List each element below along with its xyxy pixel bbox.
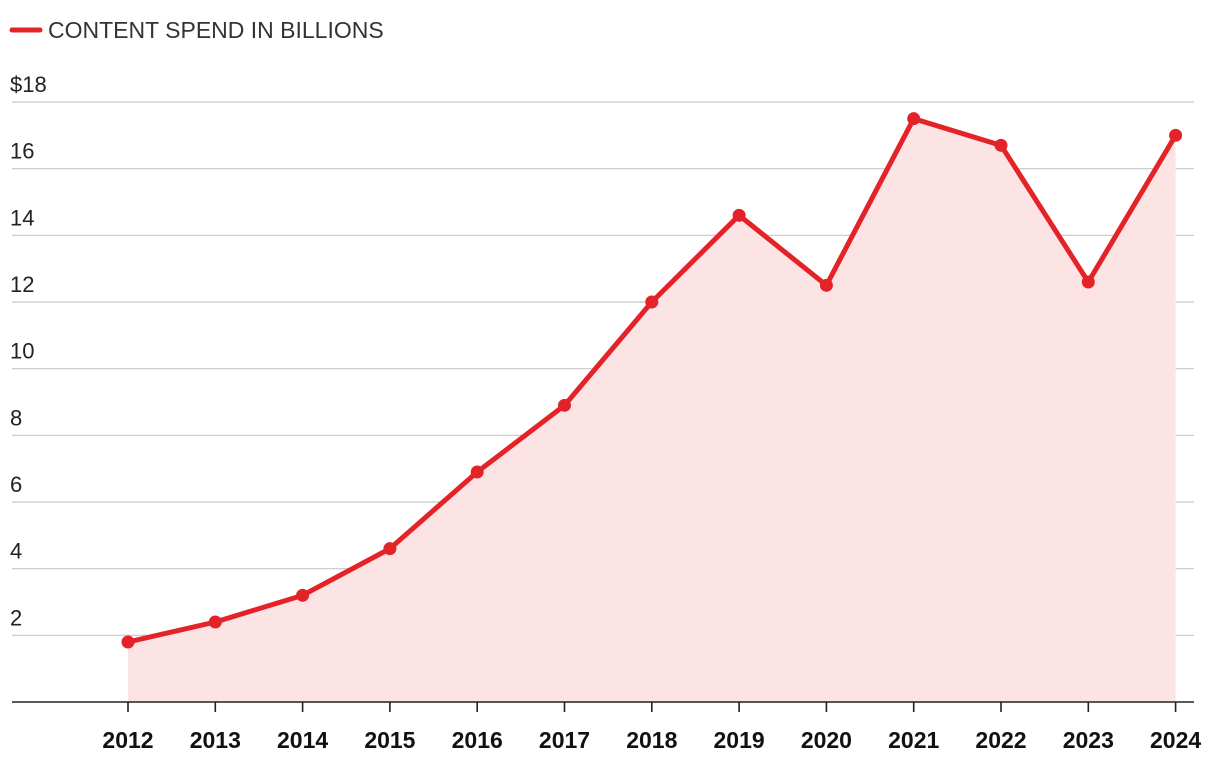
y-tick-label-6: 6 [10, 472, 22, 497]
legend: CONTENT SPEND IN BILLIONS [9, 17, 384, 43]
x-tick-label-2012: 2012 [102, 727, 153, 753]
y-tick-label-2: 2 [10, 605, 22, 630]
data-points [121, 112, 1183, 649]
y-tick-label-18: $18 [10, 72, 47, 97]
data-point-2015 [383, 542, 397, 556]
x-tick-label-2023: 2023 [1063, 727, 1114, 753]
data-point-2013 [208, 615, 222, 629]
data-point-2012 [121, 635, 135, 649]
data-point-2023 [1081, 275, 1095, 289]
data-point-2014 [296, 588, 310, 602]
data-point-2022 [994, 138, 1008, 152]
x-tick-label-2016: 2016 [452, 727, 503, 753]
data-point-2019 [732, 208, 746, 222]
x-tick-label-2015: 2015 [364, 727, 415, 753]
y-axis-tick-labels: 2 4 6 8 10 12 14 16 $18 [10, 72, 47, 630]
x-tick-label-2017: 2017 [539, 727, 590, 753]
x-tick-label-2020: 2020 [801, 727, 852, 753]
data-point-2021 [907, 112, 921, 126]
x-tick-label-2024: 2024 [1150, 727, 1201, 753]
y-tick-label-16: 16 [10, 139, 34, 164]
y-tick-label-12: 12 [10, 272, 34, 297]
series-area-fill [128, 118, 1176, 702]
x-tick-label-2014: 2014 [277, 727, 328, 753]
x-tick-label-2018: 2018 [626, 727, 677, 753]
x-tick-label-2019: 2019 [714, 727, 765, 753]
data-point-2017 [558, 398, 571, 412]
legend-label: CONTENT SPEND IN BILLIONS [48, 17, 384, 43]
y-tick-label-14: 14 [10, 205, 34, 230]
data-point-2020 [819, 278, 833, 292]
x-tick-label-2022: 2022 [975, 727, 1026, 753]
y-tick-label-8: 8 [10, 405, 22, 430]
x-tick-label-2013: 2013 [190, 727, 241, 753]
y-tick-label-4: 4 [10, 539, 22, 564]
data-point-2018 [645, 295, 659, 309]
data-point-2024 [1169, 128, 1183, 142]
y-tick-label-10: 10 [10, 339, 34, 364]
x-axis-ticks: 2012 2013 2014 2015 2016 2017 2018 2019 2020 2021… [102, 702, 1201, 753]
data-point-2016 [470, 465, 484, 479]
x-tick-label-2021: 2021 [888, 727, 939, 753]
